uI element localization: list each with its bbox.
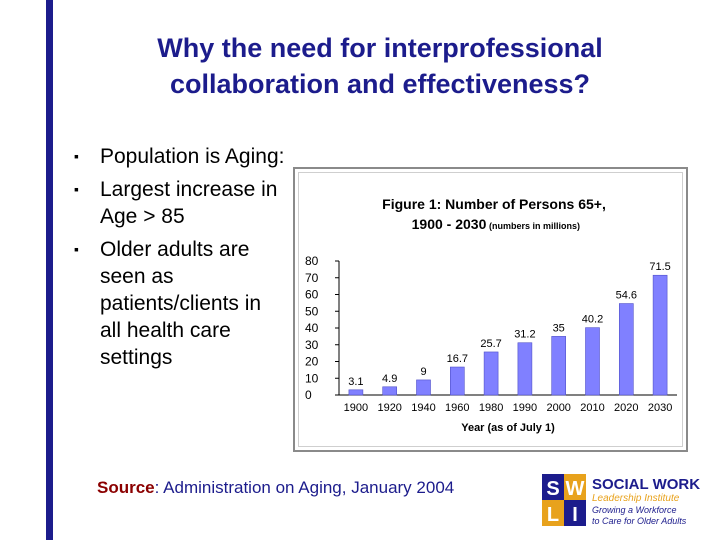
logo-square-l bbox=[542, 500, 564, 526]
chart-title-line-2: 1900 - 2030 bbox=[412, 216, 487, 232]
bar-1920 bbox=[382, 386, 397, 396]
x-tick-label: 2000 bbox=[546, 402, 570, 414]
y-tick-label: 80 bbox=[305, 254, 319, 268]
bar-value-label: 4.9 bbox=[382, 373, 397, 385]
y-tick-label: 20 bbox=[305, 355, 319, 369]
x-tick-label: 1990 bbox=[513, 402, 537, 414]
bullet-item: ▪ Older adults are seen as patients/clien… bbox=[70, 236, 285, 371]
bar-1980 bbox=[483, 351, 499, 396]
bar-value-label: 40.2 bbox=[582, 314, 603, 326]
y-tick-label: 50 bbox=[305, 304, 319, 318]
bar-1940 bbox=[416, 379, 431, 396]
bar-value-label: 25.7 bbox=[480, 338, 501, 350]
source-label: Source bbox=[97, 478, 155, 497]
x-tick-label: 1940 bbox=[411, 402, 435, 414]
source-note: Source: Administration on Aging, January… bbox=[97, 478, 454, 498]
y-tick-label: 10 bbox=[305, 371, 319, 385]
bar-2000 bbox=[551, 336, 566, 396]
logo-square-i bbox=[564, 500, 586, 526]
chart-title-note: (numbers in millions) bbox=[489, 221, 580, 231]
bullet-square-icon: ▪ bbox=[74, 241, 79, 257]
bar-value-label: 16.7 bbox=[447, 353, 468, 365]
logo-square-w bbox=[564, 474, 586, 500]
bar-1960 bbox=[450, 366, 465, 396]
logo-tagline-2: to Care for Older Adults bbox=[592, 516, 687, 526]
logo-name: SOCIAL WORK bbox=[592, 476, 700, 493]
bar-2030 bbox=[652, 274, 668, 396]
bar-1990 bbox=[517, 342, 533, 396]
figure-inner: Figure 1: Number of Persons 65+, 1900 - … bbox=[298, 172, 683, 447]
x-tick-label: 2030 bbox=[648, 402, 672, 414]
bar-value-label: 54.6 bbox=[616, 290, 637, 302]
title-line-1: Why the need for interprofessional bbox=[157, 33, 603, 63]
y-tick-label: 60 bbox=[305, 288, 319, 302]
x-tick-label: 1980 bbox=[479, 402, 503, 414]
bar-2010 bbox=[585, 327, 600, 396]
bar-chart: Figure 1: Number of Persons 65+, 1900 - … bbox=[305, 196, 677, 434]
x-axis-label: Year (as of July 1) bbox=[461, 422, 555, 434]
logo-letter: W bbox=[566, 478, 585, 500]
bullet-item: ▪ Population is Aging: bbox=[70, 143, 285, 170]
bullet-text: Older adults are seen as patients/client… bbox=[100, 238, 262, 369]
bullet-square-icon: ▪ bbox=[74, 181, 79, 197]
bar-value-label: 31.2 bbox=[514, 329, 535, 341]
x-tick-label: 1920 bbox=[377, 402, 401, 414]
bullet-list: ▪ Population is Aging: ▪ Largest increase … bbox=[70, 143, 285, 377]
logo-letter: I bbox=[572, 504, 578, 526]
accent-bar bbox=[46, 0, 53, 540]
social-work-logo: S W L I SOCIAL WORK Leadership Institute… bbox=[542, 474, 700, 526]
y-tick-label: 30 bbox=[305, 338, 319, 352]
y-tick-label: 40 bbox=[305, 321, 319, 335]
bar-value-label: 3.1 bbox=[348, 376, 363, 388]
x-tick-label: 2010 bbox=[580, 402, 604, 414]
bar-1900 bbox=[348, 389, 364, 396]
logo-square-s bbox=[542, 474, 564, 500]
y-tick-label: 0 bbox=[305, 388, 312, 402]
logo-letter: S bbox=[546, 478, 559, 500]
chart-title-line-1: Figure 1: Number of Persons 65+, bbox=[382, 196, 606, 212]
bullet-item: ▪ Largest increase in Age > 85 bbox=[70, 176, 285, 230]
y-tick-label: 70 bbox=[305, 271, 319, 285]
source-text: : Administration on Aging, January 2004 bbox=[154, 478, 455, 497]
x-tick-label: 1960 bbox=[445, 402, 469, 414]
title-line-2: collaboration and effectiveness? bbox=[169, 69, 591, 99]
bar-value-label: 71.5 bbox=[649, 261, 670, 273]
figure-frame: Figure 1: Number of Persons 65+, 1900 - … bbox=[293, 167, 688, 452]
bar-2020 bbox=[618, 303, 634, 396]
x-tick-label: 2020 bbox=[614, 402, 638, 414]
bullet-text: Population is Aging: bbox=[100, 145, 285, 168]
x-tick-label: 1900 bbox=[344, 402, 368, 414]
bar-value-label: 35 bbox=[553, 322, 565, 334]
logo-subtitle: Leadership Institute bbox=[592, 493, 680, 504]
bullet-square-icon: ▪ bbox=[74, 148, 79, 164]
bar-value-label: 9 bbox=[420, 366, 426, 378]
logo-letter: L bbox=[547, 504, 559, 526]
bullet-text: Largest increase in Age > 85 bbox=[100, 178, 278, 228]
slide-title: Why the need for interprofessional colla… bbox=[70, 30, 690, 102]
logo-tagline-1: Growing a Workforce bbox=[592, 505, 677, 515]
